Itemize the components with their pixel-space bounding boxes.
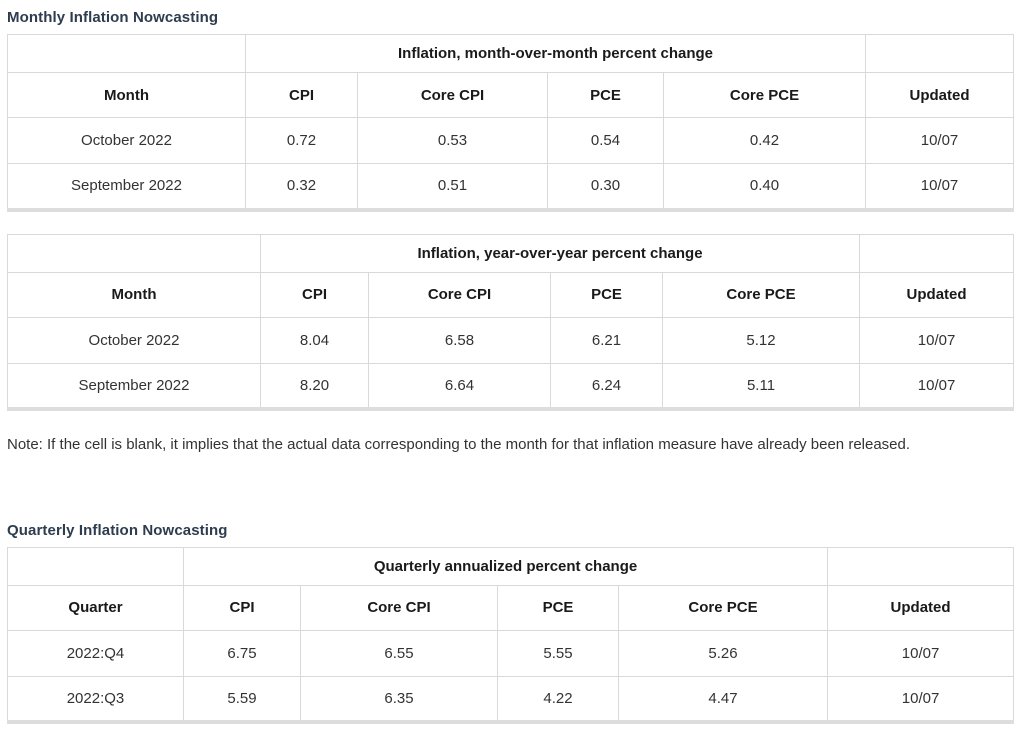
updated-cell: 10/07 (859, 362, 1015, 410)
group-header-empty-cell (7, 233, 261, 273)
core-pce-value-cell: 5.26 (617, 629, 829, 677)
column-header-pce: PCE (497, 584, 619, 631)
table-row: Month CPI Core CPI PCE Core PCE Updated (7, 271, 1015, 318)
updated-cell: 10/07 (865, 163, 1015, 210)
pce-value-cell: 5.55 (497, 629, 619, 677)
column-header-month: Month (7, 271, 261, 318)
cpi-value-cell: 0.72 (245, 117, 358, 164)
table-row: Quarter CPI Core CPI PCE Core PCE Update… (7, 584, 1015, 631)
table-row: 2022:Q4 6.75 6.55 5.55 5.26 10/07 (7, 629, 1015, 677)
table-row: Inflation, year-over-year percent change (7, 233, 1015, 273)
month-cell: October 2022 (7, 316, 261, 364)
updated-cell: 10/07 (827, 675, 1015, 723)
core-cpi-value-cell: 6.35 (300, 675, 498, 723)
quarterly-table: Quarterly annualized percent change Quar… (7, 546, 1015, 724)
core-cpi-value-cell: 6.58 (368, 316, 551, 364)
column-header-updated: Updated (865, 72, 1015, 118)
column-header-pce: PCE (547, 72, 664, 118)
month-cell: October 2022 (7, 117, 246, 164)
group-header-empty-cell (827, 546, 1015, 586)
month-cell: September 2022 (7, 362, 261, 410)
month-cell: September 2022 (7, 163, 246, 210)
section-spacer (7, 455, 1014, 522)
group-header-empty-cell (865, 34, 1015, 73)
table-row: September 2022 0.32 0.51 0.30 0.40 10/07 (7, 163, 1015, 210)
core-pce-value-cell: 5.11 (661, 362, 861, 410)
quarter-cell: 2022:Q3 (7, 675, 184, 723)
column-header-pce: PCE (550, 271, 663, 318)
group-header-empty-cell (7, 546, 184, 586)
monthly-yoy-table: Inflation, year-over-year percent change… (7, 233, 1015, 411)
quarterly-section-title: Quarterly Inflation Nowcasting (7, 521, 228, 539)
column-header-core-pce: Core PCE (661, 271, 861, 318)
core-pce-value-cell: 0.40 (662, 163, 867, 210)
cpi-value-cell: 0.32 (245, 163, 358, 210)
cpi-value-cell: 8.20 (260, 362, 369, 410)
group-header-empty-cell (859, 233, 1015, 273)
quarter-cell: 2022:Q4 (7, 629, 184, 677)
column-header-quarter: Quarter (7, 584, 184, 631)
column-header-core-cpi: Core CPI (368, 271, 551, 318)
table-row: 2022:Q3 5.59 6.35 4.22 4.47 10/07 (7, 675, 1015, 723)
pce-value-cell: 0.30 (547, 163, 664, 210)
cpi-value-cell: 6.75 (183, 629, 301, 677)
table-row: Month CPI Core CPI PCE Core PCE Updated (7, 72, 1015, 118)
pce-value-cell: 4.22 (497, 675, 619, 723)
column-header-core-pce: Core PCE (617, 584, 829, 631)
monthly-section-title: Monthly Inflation Nowcasting (7, 9, 219, 26)
table-gap (7, 212, 1014, 234)
pce-value-cell: 6.21 (550, 316, 663, 364)
pce-value-cell: 6.24 (550, 362, 663, 410)
cpi-value-cell: 5.59 (183, 675, 301, 723)
table-row: Inflation, month-over-month percent chan… (7, 34, 1015, 73)
updated-cell: 10/07 (859, 316, 1015, 364)
table-row: September 2022 8.20 6.64 6.24 5.11 10/07 (7, 362, 1015, 410)
monthly-mom-table: Inflation, month-over-month percent chan… (7, 34, 1015, 212)
core-cpi-value-cell: 6.64 (368, 362, 551, 410)
note-text: Note: If the cell is blank, it implies t… (7, 436, 911, 453)
column-header-updated: Updated (827, 584, 1015, 631)
updated-cell: 10/07 (827, 629, 1015, 677)
column-header-core-cpi: Core CPI (300, 584, 498, 631)
table-row: Quarterly annualized percent change (7, 546, 1015, 586)
core-cpi-value-cell: 0.53 (357, 117, 548, 164)
group-header-cell: Quarterly annualized percent change (182, 546, 829, 586)
column-header-core-cpi: Core CPI (357, 72, 548, 118)
core-pce-value-cell: 5.12 (661, 316, 861, 364)
group-header-cell: Inflation, year-over-year percent change (259, 233, 861, 273)
table-row: October 2022 8.04 6.58 6.21 5.12 10/07 (7, 316, 1015, 364)
group-header-empty-cell (7, 34, 246, 73)
column-header-month: Month (7, 72, 246, 118)
column-header-updated: Updated (859, 271, 1015, 318)
column-header-cpi: CPI (183, 584, 301, 631)
core-cpi-value-cell: 0.51 (357, 163, 548, 210)
table-row: October 2022 0.72 0.53 0.54 0.42 10/07 (7, 117, 1015, 164)
group-header-cell: Inflation, month-over-month percent chan… (244, 34, 867, 73)
column-header-cpi: CPI (260, 271, 369, 318)
core-cpi-value-cell: 6.55 (300, 629, 498, 677)
updated-cell: 10/07 (865, 117, 1015, 164)
pce-value-cell: 0.54 (547, 117, 664, 164)
core-pce-value-cell: 0.42 (662, 117, 867, 164)
column-header-cpi: CPI (245, 72, 358, 118)
core-pce-value-cell: 4.47 (617, 675, 829, 723)
column-header-core-pce: Core PCE (662, 72, 867, 118)
cpi-value-cell: 8.04 (260, 316, 369, 364)
